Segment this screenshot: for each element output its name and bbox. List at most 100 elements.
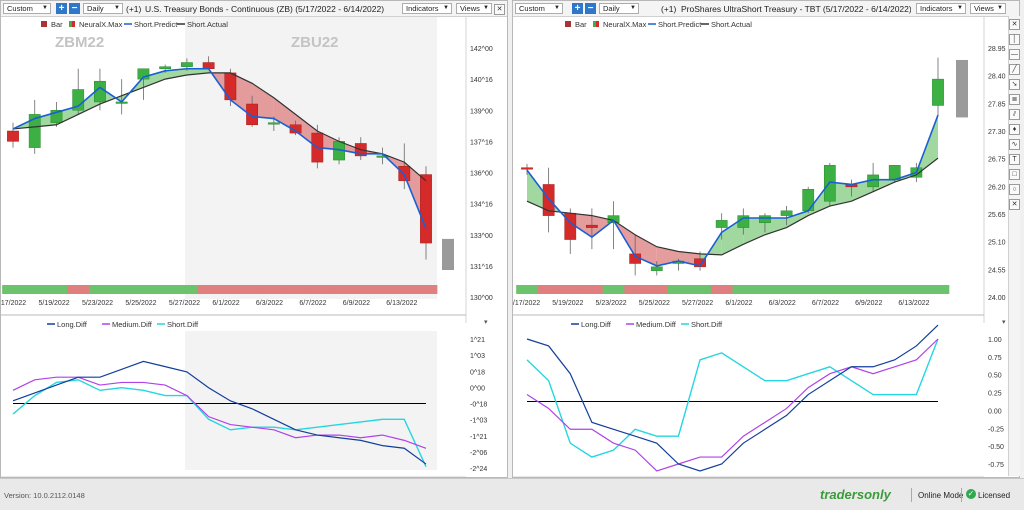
signal-strip-cell xyxy=(328,285,351,294)
interval-dropdown[interactable]: Daily ▼ xyxy=(599,3,639,14)
collapse-icon: ▾ xyxy=(484,319,488,326)
chevron-down-icon: ▼ xyxy=(114,5,120,11)
signal-strip-cell xyxy=(645,285,669,294)
left-chart-canvas[interactable]: Bar NeuralX.Max Short.Predict Short.Actual Z… xyxy=(1,1,507,477)
price-tick-label: 134^16 xyxy=(470,202,493,209)
legend-label: Short.Predict xyxy=(134,20,178,29)
contract-label: ZBM22 xyxy=(55,34,104,51)
candle-bar xyxy=(932,78,944,106)
candle-bar xyxy=(159,66,172,70)
alert-tool-icon[interactable]: ♦ xyxy=(1009,124,1020,135)
contract-roll-shade xyxy=(185,331,437,470)
online-mode-label: Online Mode xyxy=(918,491,964,500)
candle-bar xyxy=(780,210,793,216)
candle-bar xyxy=(224,72,237,101)
right-toolbar: Custom ▼ + − Daily ▼ (+1) ProShares UltraS… xyxy=(513,1,1019,17)
signal-strip-cell xyxy=(624,285,647,294)
channel-tool-icon[interactable]: ⫽ xyxy=(1009,109,1020,120)
layout-label: Custom xyxy=(7,4,33,13)
cycle-tool-icon[interactable]: ∿ xyxy=(1009,139,1020,150)
price-tick-label: 27.85 xyxy=(988,101,1006,108)
text-tool-icon[interactable]: T xyxy=(1009,154,1020,165)
chart-title: ProShares UltraShort Treasury - TBT (5/1… xyxy=(681,4,911,14)
neuralx-band xyxy=(143,70,166,88)
price-tick-label: 136^00 xyxy=(470,171,493,178)
signal-strip-cell xyxy=(559,285,582,294)
chart-tools-panel: ✕ │ — ╱ ➘ ≣ ⫽ ♦ ∿ T □ ○ ✕ xyxy=(1008,16,1020,476)
signal-strip-cell xyxy=(284,285,307,294)
delete-drawings-icon[interactable]: ✕ xyxy=(1009,199,1020,210)
candle-bar xyxy=(802,189,815,212)
zoom-out-button[interactable]: − xyxy=(69,3,80,14)
signal-strip-cell xyxy=(797,285,820,294)
date-label: 5/17/2022 xyxy=(513,300,540,307)
diff-tick-label: 1^03 xyxy=(470,353,485,360)
signal-strip-cell xyxy=(23,285,47,294)
short-predict-line xyxy=(12,67,427,229)
views-dropdown[interactable]: Views ▼ xyxy=(456,3,492,14)
trendline-tool-icon[interactable]: ╱ xyxy=(1009,64,1020,75)
zoom-out-button[interactable]: − xyxy=(585,3,596,14)
fibonacci-tool-icon[interactable]: ≣ xyxy=(1009,94,1020,105)
bar-legend-icon xyxy=(41,21,47,27)
price-tick-label: 25.10 xyxy=(988,240,1006,247)
signal-strip-cell xyxy=(89,285,112,294)
status-bar: Version: 10.0.2112.0148 tradersonly Onli… xyxy=(0,478,1024,510)
neuralx-legend-icon xyxy=(596,21,599,27)
short-actual-line xyxy=(12,72,427,182)
diff-legend-label: Long.Diff xyxy=(57,320,88,329)
signal-strip-cell xyxy=(581,285,604,294)
zoom-in-button[interactable]: + xyxy=(572,3,583,14)
candle-bar xyxy=(694,258,706,268)
signal-strip-cell xyxy=(754,285,777,294)
date-label: 5/19/2022 xyxy=(552,300,583,307)
horizontal-line-tool-icon[interactable]: — xyxy=(1009,49,1020,60)
diff-tick-label: -0.75 xyxy=(988,462,1004,469)
close-icon[interactable]: ✕ xyxy=(1009,19,1020,30)
chevron-down-icon: ▼ xyxy=(443,5,449,11)
divider xyxy=(961,488,962,502)
date-label: 6/13/2022 xyxy=(386,300,417,307)
date-label: 5/19/2022 xyxy=(38,300,69,307)
date-label: 6/7/2022 xyxy=(299,300,326,307)
indicators-dropdown[interactable]: Indicators ▼ xyxy=(402,3,452,14)
interval-dropdown[interactable]: Daily ▼ xyxy=(83,3,123,14)
zoom-in-button[interactable]: + xyxy=(56,3,67,14)
diff-tick-label: 0.75 xyxy=(988,355,1002,362)
signal-strip-cell xyxy=(516,285,539,294)
license-label: Licensed xyxy=(978,491,1011,500)
bar-legend-icon xyxy=(565,21,571,27)
signal-strip-cell xyxy=(667,285,690,294)
diff-tick-label: -0^18 xyxy=(470,402,487,409)
views-dropdown[interactable]: Views ▼ xyxy=(970,3,1006,14)
check-icon: ✓ xyxy=(966,489,976,499)
divider xyxy=(911,488,912,502)
layout-dropdown[interactable]: Custom ▼ xyxy=(3,3,51,14)
signal-strip-cell xyxy=(862,285,885,294)
chevron-down-icon: ▼ xyxy=(554,5,560,11)
signal-strip-cell xyxy=(262,285,286,294)
candle-bar xyxy=(246,103,259,126)
vertical-line-tool-icon[interactable]: │ xyxy=(1009,34,1020,45)
price-tick-label: 27.30 xyxy=(988,129,1006,136)
diff-tick-label: 1.00 xyxy=(988,337,1002,344)
close-icon[interactable]: ✕ xyxy=(494,4,505,15)
rectangle-tool-icon[interactable]: □ xyxy=(1009,169,1020,180)
short-actual-line xyxy=(526,157,939,256)
chevron-down-icon: ▼ xyxy=(957,5,963,11)
signal-strip-cell xyxy=(415,285,438,294)
short-diff-line xyxy=(526,338,939,458)
date-label: 6/1/2022 xyxy=(725,300,752,307)
signal-strip-cell xyxy=(537,285,560,294)
diff-tick-label: -2^06 xyxy=(470,450,487,457)
layout-label: Custom xyxy=(519,4,545,13)
signal-strip-cell xyxy=(241,285,264,294)
date-label: 6/13/2022 xyxy=(898,300,929,307)
candle-bar xyxy=(202,62,215,70)
indicators-dropdown[interactable]: Indicators ▼ xyxy=(916,3,966,14)
signal-strip-cell xyxy=(732,285,755,294)
circle-tool-icon[interactable]: ○ xyxy=(1009,184,1020,195)
layout-dropdown[interactable]: Custom ▼ xyxy=(515,3,563,14)
right-chart-canvas[interactable]: Bar NeuralX.Max Short.Predict Short.Actual 2… xyxy=(513,1,1008,477)
arrow-tool-icon[interactable]: ➘ xyxy=(1009,79,1020,90)
